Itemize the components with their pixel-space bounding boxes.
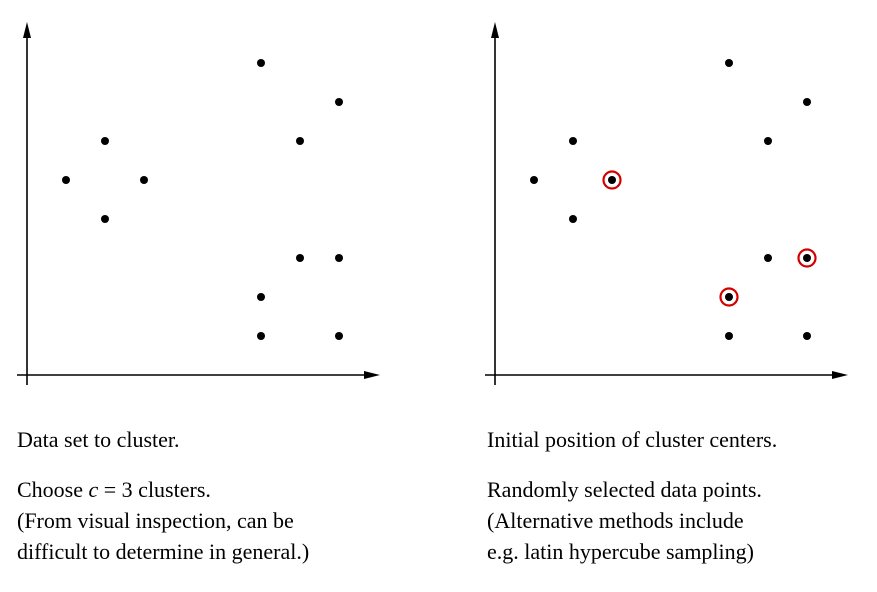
data-point xyxy=(725,332,733,340)
data-point xyxy=(257,332,265,340)
axes xyxy=(485,22,848,385)
data-point xyxy=(335,332,343,340)
left-caption-title: Data set to cluster. xyxy=(17,427,180,452)
data-point xyxy=(296,137,304,145)
data-point xyxy=(101,215,109,223)
data-point xyxy=(140,176,148,184)
data-point xyxy=(725,293,733,301)
cluster-count-variable: c xyxy=(88,477,99,502)
data-point xyxy=(62,176,70,184)
left-caption-line-2: (From visual inspection, can be xyxy=(17,508,294,533)
left-caption-line-1-post: = 3 clusters. xyxy=(98,477,211,502)
data-point xyxy=(335,254,343,262)
right-caption-line-3: e.g. latin hypercube sampling) xyxy=(487,539,754,564)
data-point xyxy=(725,59,733,67)
data-point xyxy=(257,59,265,67)
left-caption-line-1: Choose c = 3 clusters. xyxy=(17,474,309,505)
cluster-center-marker xyxy=(797,248,817,268)
left-caption-line-3: difficult to determine in general.) xyxy=(17,539,310,564)
right-caption-body: Randomly selected data points. (Alternat… xyxy=(487,474,762,567)
cluster-center-marker xyxy=(719,287,739,307)
cluster-center-marker xyxy=(602,170,622,190)
y-axis-arrowhead xyxy=(491,22,499,38)
data-points xyxy=(530,59,811,340)
y-axis-arrowhead xyxy=(23,22,31,38)
data-point xyxy=(803,98,811,106)
right-caption-line-2: (Alternative methods include xyxy=(487,508,744,533)
panel-right-plot xyxy=(485,22,848,385)
axes xyxy=(17,22,380,385)
x-axis-arrowhead xyxy=(364,371,380,379)
right-caption-line-1: Randomly selected data points. xyxy=(487,477,762,502)
data-points xyxy=(62,59,343,340)
data-point xyxy=(569,137,577,145)
data-point xyxy=(803,254,811,262)
data-point xyxy=(296,254,304,262)
cluster-centers xyxy=(602,170,817,307)
data-point xyxy=(608,176,616,184)
right-caption-title: Initial position of cluster centers. xyxy=(487,427,778,452)
data-point xyxy=(257,293,265,301)
left-caption-body: Choose c = 3 clusters. (From visual insp… xyxy=(17,474,309,567)
data-point xyxy=(530,176,538,184)
data-point xyxy=(803,332,811,340)
data-point xyxy=(764,137,772,145)
x-axis-arrowhead xyxy=(832,371,848,379)
left-caption-line-1-pre: Choose xyxy=(17,477,89,502)
data-point xyxy=(335,98,343,106)
data-point xyxy=(569,215,577,223)
data-point xyxy=(764,254,772,262)
data-point xyxy=(101,137,109,145)
panel-left-plot xyxy=(17,22,380,385)
